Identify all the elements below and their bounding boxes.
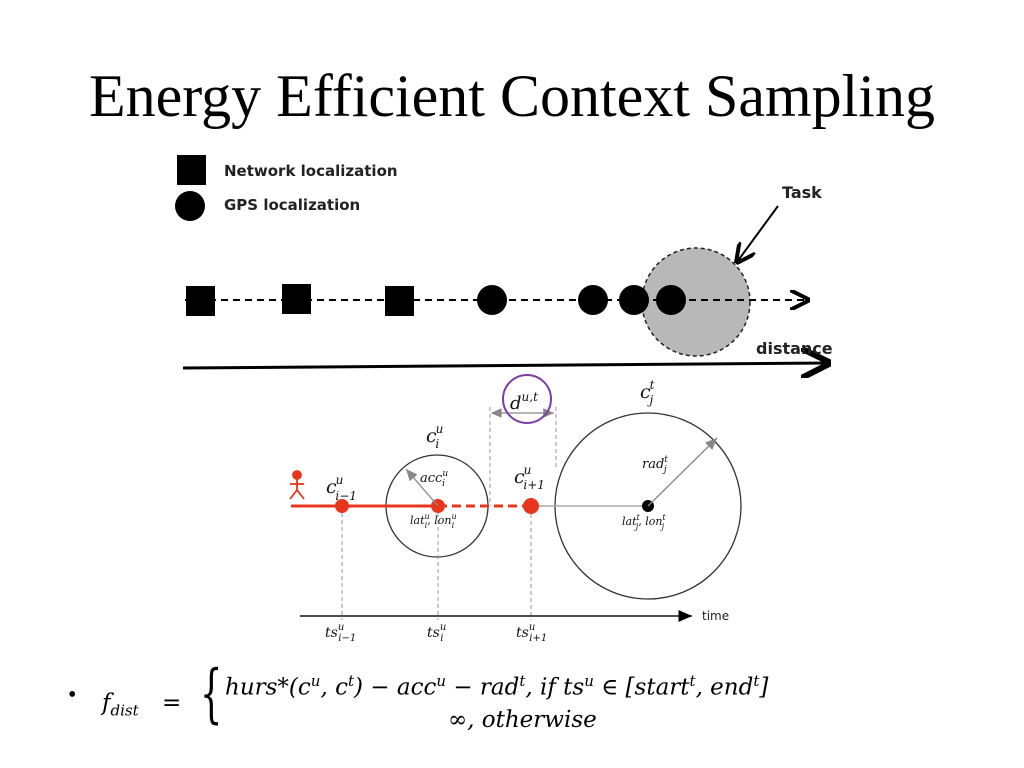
ts-i-plus-1-label: tsu i+1	[516, 622, 547, 644]
bullet-marker: •	[68, 682, 77, 708]
gps-sample-marker	[477, 285, 507, 315]
formula-equals: =	[162, 690, 182, 716]
accuracy-radius-arrow	[405, 468, 439, 507]
slide-title: Energy Efficient Context Sampling	[89, 63, 935, 129]
formula-lhs: fdist	[102, 690, 139, 720]
network-sample-marker	[282, 284, 311, 314]
c-i-minus-1-label: cu i−1	[326, 473, 357, 503]
gps-sample-marker	[656, 285, 686, 315]
distance-d-label: du,t	[510, 390, 538, 414]
lat-lon-j-label: latt j, lont j	[622, 513, 666, 531]
formula-case-1: hurs*(cu, ct) − accu − radt, if tsu ∈ [s…	[225, 672, 769, 701]
distance-formula: • fdist = { hurs*(cu, ct) − accu − radt,…	[60, 662, 880, 748]
legend-gps-label: GPS localization	[224, 196, 360, 214]
c-i-plus-1-label: cu i+1	[514, 463, 545, 492]
network-sample-marker	[385, 286, 414, 316]
distance-highlight-circle	[502, 374, 552, 424]
task-label: Task	[782, 183, 822, 202]
ts-i-label: tsu i	[427, 622, 446, 644]
network-sample-marker	[186, 286, 215, 316]
person-icon	[289, 470, 305, 500]
rad-label: radt j	[642, 455, 668, 475]
legend-network-label: Network localization	[224, 162, 398, 180]
lat-lon-i-label: latu i, lonu i	[410, 512, 457, 530]
sample-point-c-i-plus-1	[523, 498, 539, 514]
task-radius-arrow	[647, 437, 718, 507]
gps-sample-marker	[619, 285, 649, 315]
time-label: time	[702, 609, 729, 623]
acc-label: accu i	[420, 469, 448, 489]
c-i-label: cu i	[426, 422, 443, 451]
legend-gps-circle-icon	[175, 191, 205, 221]
formula-case-2: ∞, otherwise	[448, 707, 597, 733]
distance-label: distance	[756, 339, 833, 358]
formula-brace: {	[200, 657, 223, 731]
ts-i-minus-1-label: tsu i−1	[325, 622, 356, 644]
distance-axis	[182, 363, 828, 368]
task-pointer-arrow	[737, 205, 779, 262]
sample-point-c-i-minus-1	[335, 499, 349, 513]
c-j-label: ct j	[640, 378, 655, 407]
legend-network-square-icon	[177, 155, 206, 185]
gps-sample-marker	[578, 285, 608, 315]
